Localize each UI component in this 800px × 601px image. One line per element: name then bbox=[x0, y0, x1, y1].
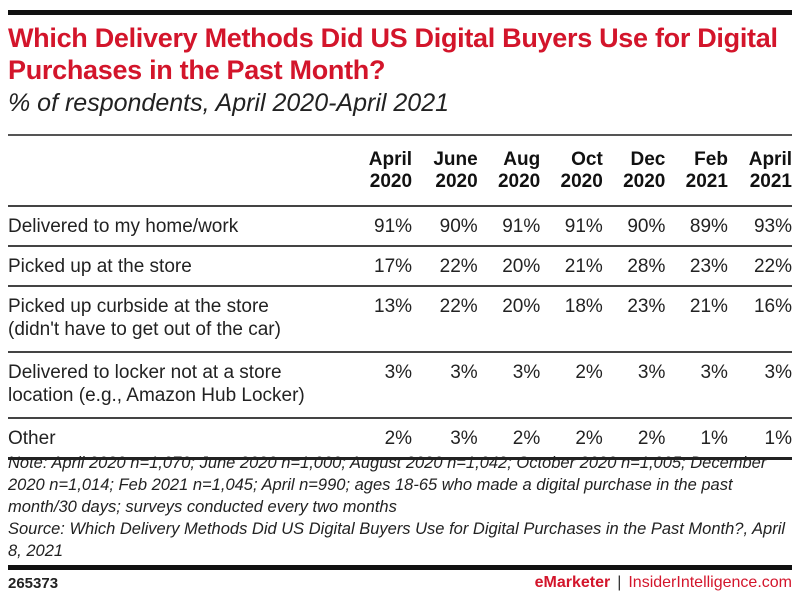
column-header: Feb 2021 bbox=[665, 137, 728, 207]
data-cell: 90% bbox=[412, 206, 478, 247]
data-cell: 2% bbox=[602, 418, 666, 460]
row-label-header bbox=[8, 137, 348, 207]
table-row: Picked up curbside at the store (didn't h… bbox=[8, 286, 792, 353]
data-cell: 22% bbox=[412, 246, 478, 287]
bottom-rule bbox=[8, 565, 792, 570]
chart-id: 265373 bbox=[8, 575, 59, 592]
top-rule bbox=[8, 10, 792, 15]
note-text: Note: April 2020 n=1,070; June 2020 n=1,… bbox=[8, 454, 767, 516]
data-cell: 3% bbox=[665, 352, 728, 419]
data-cell: 3% bbox=[477, 352, 541, 419]
data-cell: 22% bbox=[727, 246, 792, 287]
row-label: Picked up curbside at the store (didn't h… bbox=[8, 286, 348, 353]
data-cell: 17% bbox=[348, 246, 413, 287]
column-header: April 2021 bbox=[727, 137, 792, 207]
column-header: April 2020 bbox=[348, 137, 413, 207]
data-cell: 16% bbox=[727, 286, 792, 353]
column-header: Oct 2020 bbox=[540, 137, 603, 207]
data-cell: 22% bbox=[412, 286, 478, 353]
row-label: Delivered to locker not at a store locati… bbox=[8, 352, 348, 419]
data-cell: 20% bbox=[477, 286, 541, 353]
brand-emarketer: eMarketer bbox=[534, 574, 611, 591]
table-row: Delivered to my home/work 91% 90% 91% 91% 90%… bbox=[8, 206, 792, 247]
header-row: April 2020 June 2020 Aug 2020 Oct 2020 Dec 20… bbox=[8, 137, 792, 207]
header-rule bbox=[8, 134, 792, 136]
data-cell: 18% bbox=[540, 286, 603, 353]
data-cell: 2% bbox=[348, 418, 413, 460]
note-block: Note: April 2020 n=1,070; June 2020 n=1,… bbox=[8, 452, 798, 562]
table-row: Delivered to locker not at a store locati… bbox=[8, 352, 792, 419]
data-cell: 21% bbox=[540, 246, 603, 287]
table-row: Other 2% 3% 2% 2% 2% 1% 1% bbox=[8, 418, 792, 460]
brand-footer: eMarketer | InsiderIntelligence.com bbox=[535, 574, 792, 592]
data-cell: 91% bbox=[477, 206, 541, 247]
column-header: June 2020 bbox=[412, 137, 478, 207]
data-cell: 13% bbox=[348, 286, 413, 353]
data-cell: 1% bbox=[665, 418, 728, 460]
data-cell: 28% bbox=[602, 246, 666, 287]
brand-insider-intelligence: InsiderIntelligence.com bbox=[628, 574, 792, 591]
chart-title: Which Delivery Methods Did US Digital Bu… bbox=[8, 23, 778, 85]
data-cell: 89% bbox=[665, 206, 728, 247]
source-text: Source: Which Delivery Methods Did US Di… bbox=[8, 520, 786, 560]
row-label: Delivered to my home/work bbox=[8, 206, 348, 247]
data-cell: 91% bbox=[348, 206, 413, 247]
data-table: April 2020 June 2020 Aug 2020 Oct 2020 Dec 20… bbox=[8, 137, 792, 460]
data-cell: 2% bbox=[477, 418, 541, 460]
data-cell: 3% bbox=[348, 352, 413, 419]
data-cell: 91% bbox=[540, 206, 603, 247]
data-cell: 21% bbox=[665, 286, 728, 353]
data-cell: 2% bbox=[540, 352, 603, 419]
data-cell: 2% bbox=[540, 418, 603, 460]
data-cell: 90% bbox=[602, 206, 666, 247]
data-cell: 3% bbox=[727, 352, 792, 419]
table-row: Picked up at the store 17% 22% 20% 21% 28% 23%… bbox=[8, 246, 792, 287]
data-cell: 1% bbox=[727, 418, 792, 460]
column-header: Dec 2020 bbox=[602, 137, 666, 207]
data-cell: 93% bbox=[727, 206, 792, 247]
data-cell: 23% bbox=[602, 286, 666, 353]
data-cell: 3% bbox=[602, 352, 666, 419]
column-header: Aug 2020 bbox=[477, 137, 541, 207]
data-cell: 3% bbox=[412, 352, 478, 419]
brand-separator: | bbox=[617, 574, 622, 591]
row-label: Other bbox=[8, 418, 348, 460]
data-cell: 23% bbox=[665, 246, 728, 287]
row-label: Picked up at the store bbox=[8, 246, 348, 287]
data-cell: 20% bbox=[477, 246, 541, 287]
data-cell: 3% bbox=[412, 418, 478, 460]
chart-subtitle: % of respondents, April 2020-April 2021 bbox=[8, 89, 450, 117]
